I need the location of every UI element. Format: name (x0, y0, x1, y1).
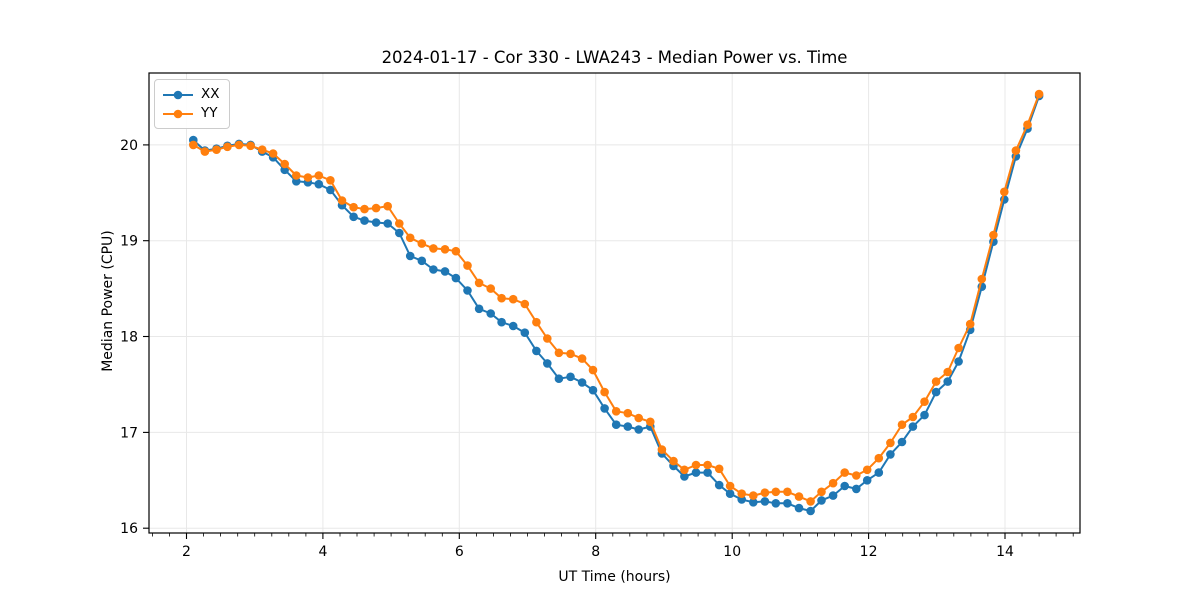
series-YY-markers (189, 89, 1044, 506)
y-tick-label: 17 (120, 425, 138, 441)
x-tick-label: 2 (182, 544, 191, 560)
legend-marker-yy (163, 109, 193, 118)
x-tick-label: 8 (591, 544, 600, 560)
y-tick-label: 19 (120, 234, 138, 250)
legend-item-yy: YY (162, 104, 220, 123)
x-tick-label: 12 (860, 544, 878, 560)
legend-label-xx: XX (201, 86, 220, 102)
legend-label-yy: YY (201, 105, 218, 121)
y-tick-label: 20 (120, 138, 138, 154)
legend: XX YY (154, 79, 230, 129)
x-axis-label: UT Time (hours) (558, 569, 671, 585)
legend-marker-xx (163, 90, 193, 99)
chart-title: 2024-01-17 - Cor 330 - LWA243 - Median P… (381, 48, 848, 67)
x-tick-label: 4 (318, 544, 327, 560)
plot-border (148, 72, 1081, 534)
y-tick-label: 16 (120, 521, 138, 537)
series-XX-line (192, 95, 1041, 512)
series-YY-line (192, 93, 1041, 503)
legend-item-xx: XX (162, 85, 220, 104)
y-tick-label: 18 (120, 330, 138, 346)
x-tick-label: 10 (723, 544, 741, 560)
x-tick-label: 14 (996, 544, 1014, 560)
x-tick-label: 6 (455, 544, 464, 560)
y-axis-label: Median Power (CPU) (100, 230, 116, 372)
series-XX-markers (189, 91, 1044, 516)
